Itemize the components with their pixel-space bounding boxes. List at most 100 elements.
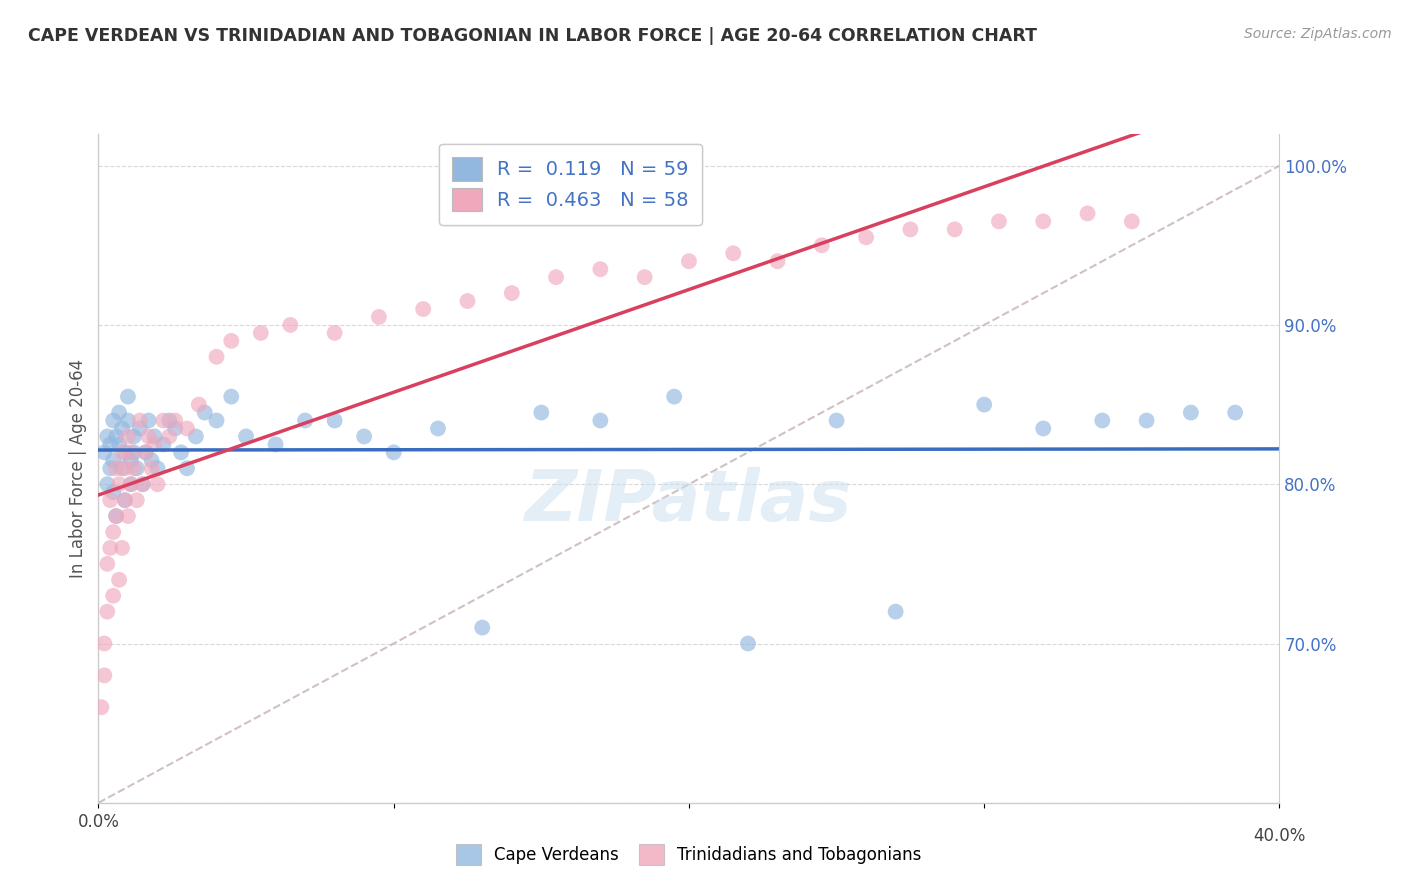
Legend: R =  0.119   N = 59, R =  0.463   N = 58: R = 0.119 N = 59, R = 0.463 N = 58	[439, 144, 702, 225]
Point	[1091, 413, 1114, 427]
Point	[194, 405, 217, 419]
Point	[122, 461, 145, 475]
Point	[111, 445, 134, 459]
Point	[884, 605, 907, 619]
Point	[108, 477, 131, 491]
Point	[294, 413, 316, 427]
Point	[117, 509, 139, 524]
Point	[157, 413, 180, 427]
Point	[368, 310, 391, 324]
Text: 40.0%: 40.0%	[1253, 827, 1306, 845]
Point	[152, 437, 174, 451]
Point	[900, 222, 922, 236]
Point	[678, 254, 700, 268]
Point	[93, 668, 115, 682]
Point	[176, 461, 198, 475]
Y-axis label: In Labor Force | Age 20-64: In Labor Force | Age 20-64	[69, 359, 87, 578]
Point	[412, 301, 434, 316]
Point	[105, 461, 128, 475]
Point	[132, 477, 155, 491]
Point	[103, 413, 125, 427]
Point	[810, 238, 832, 252]
Point	[1077, 206, 1099, 220]
Point	[141, 461, 163, 475]
Point	[90, 700, 112, 714]
Point	[114, 445, 136, 459]
Point	[219, 390, 242, 404]
Point	[135, 445, 157, 459]
Point	[93, 445, 115, 459]
Point	[120, 445, 142, 459]
Point	[111, 541, 134, 555]
Point	[1223, 405, 1246, 419]
Point	[165, 421, 187, 435]
Point	[235, 429, 257, 443]
Point	[187, 398, 209, 412]
Point	[103, 589, 125, 603]
Point	[427, 421, 450, 435]
Point	[146, 477, 169, 491]
Point	[114, 493, 136, 508]
Point	[723, 246, 745, 260]
Point	[589, 262, 612, 277]
Point	[141, 453, 163, 467]
Point	[108, 573, 131, 587]
Point	[664, 390, 686, 404]
Point	[105, 509, 128, 524]
Point	[1180, 405, 1202, 419]
Point	[278, 318, 302, 332]
Point	[117, 413, 139, 427]
Point	[138, 429, 160, 443]
Point	[105, 509, 128, 524]
Point	[122, 445, 145, 459]
Point	[96, 429, 118, 443]
Point	[114, 461, 136, 475]
Point	[132, 477, 155, 491]
Point	[382, 445, 405, 459]
Point	[633, 270, 655, 285]
Point	[165, 413, 187, 427]
Point	[737, 636, 759, 650]
Point	[103, 524, 125, 539]
Point	[264, 437, 287, 451]
Point	[456, 293, 478, 308]
Point	[250, 326, 273, 340]
Point	[111, 461, 134, 475]
Point	[323, 326, 346, 340]
Point	[855, 230, 877, 244]
Point	[973, 398, 995, 412]
Point	[111, 421, 134, 435]
Point	[323, 413, 346, 427]
Point	[219, 334, 242, 348]
Point	[105, 429, 128, 443]
Point	[125, 461, 148, 475]
Point	[589, 413, 612, 427]
Point	[1032, 214, 1054, 228]
Point	[1032, 421, 1054, 435]
Point	[108, 405, 131, 419]
Text: CAPE VERDEAN VS TRINIDADIAN AND TOBAGONIAN IN LABOR FORCE | AGE 20-64 CORRELATIO: CAPE VERDEAN VS TRINIDADIAN AND TOBAGONI…	[28, 27, 1038, 45]
Point	[138, 413, 160, 427]
Point	[501, 286, 523, 301]
Point	[120, 477, 142, 491]
Point	[93, 636, 115, 650]
Point	[205, 413, 228, 427]
Point	[120, 477, 142, 491]
Point	[98, 461, 121, 475]
Point	[120, 453, 142, 467]
Point	[530, 405, 553, 419]
Point	[825, 413, 848, 427]
Point	[117, 390, 139, 404]
Point	[135, 445, 157, 459]
Point	[122, 429, 145, 443]
Point	[157, 429, 180, 443]
Point	[98, 437, 121, 451]
Point	[96, 605, 118, 619]
Point	[103, 485, 125, 500]
Point	[103, 453, 125, 467]
Point	[128, 413, 150, 427]
Point	[108, 437, 131, 451]
Point	[766, 254, 789, 268]
Point	[146, 461, 169, 475]
Point	[143, 437, 166, 451]
